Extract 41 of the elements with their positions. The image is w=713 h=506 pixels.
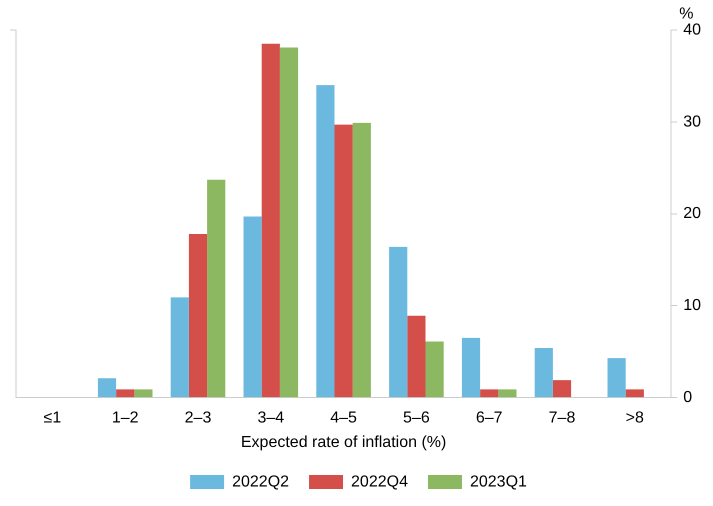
bar	[316, 85, 334, 398]
bar	[188, 234, 208, 398]
bar	[244, 216, 262, 398]
y-tick-label: 20	[683, 205, 702, 222]
y-axis-title: %	[679, 5, 694, 22]
x-tick-label: >8	[626, 410, 644, 427]
bar	[98, 378, 116, 398]
bar	[626, 389, 644, 398]
bar	[334, 124, 353, 398]
bar	[407, 316, 426, 398]
x-tick-label: 3–4	[257, 410, 284, 427]
x-tick-label: 1–2	[112, 410, 139, 427]
bar	[498, 389, 517, 398]
x-tick-label: 2–3	[184, 410, 212, 427]
bar	[207, 180, 226, 398]
legend-label: 2023Q1	[470, 473, 528, 490]
bar	[352, 122, 371, 398]
bar	[116, 389, 134, 398]
x-axis-title: Expected rate of inflation (%)	[240, 434, 446, 451]
bar	[462, 338, 480, 398]
bar	[534, 348, 553, 398]
bar	[280, 47, 298, 398]
bar	[134, 389, 152, 398]
bar	[608, 358, 626, 398]
y-tick-label: 10	[683, 297, 702, 314]
x-tick-label: 5–6	[403, 410, 430, 427]
legend-label: 2022Q4	[351, 473, 408, 490]
x-tick-label: ≤1	[44, 410, 62, 427]
bar	[426, 342, 444, 398]
legend-label: 2022Q2	[232, 473, 290, 490]
bar	[480, 389, 498, 398]
x-tick-label: 4–5	[330, 410, 358, 427]
y-tick-label: 30	[683, 113, 702, 130]
y-tick-label: 40	[683, 21, 702, 38]
bar	[170, 297, 189, 398]
bar	[552, 380, 572, 398]
bar	[389, 246, 408, 398]
y-tick-label: 0	[683, 389, 692, 406]
x-tick-label: 6–7	[476, 410, 503, 427]
x-tick-label: 7–8	[548, 410, 576, 427]
bar	[262, 44, 280, 398]
